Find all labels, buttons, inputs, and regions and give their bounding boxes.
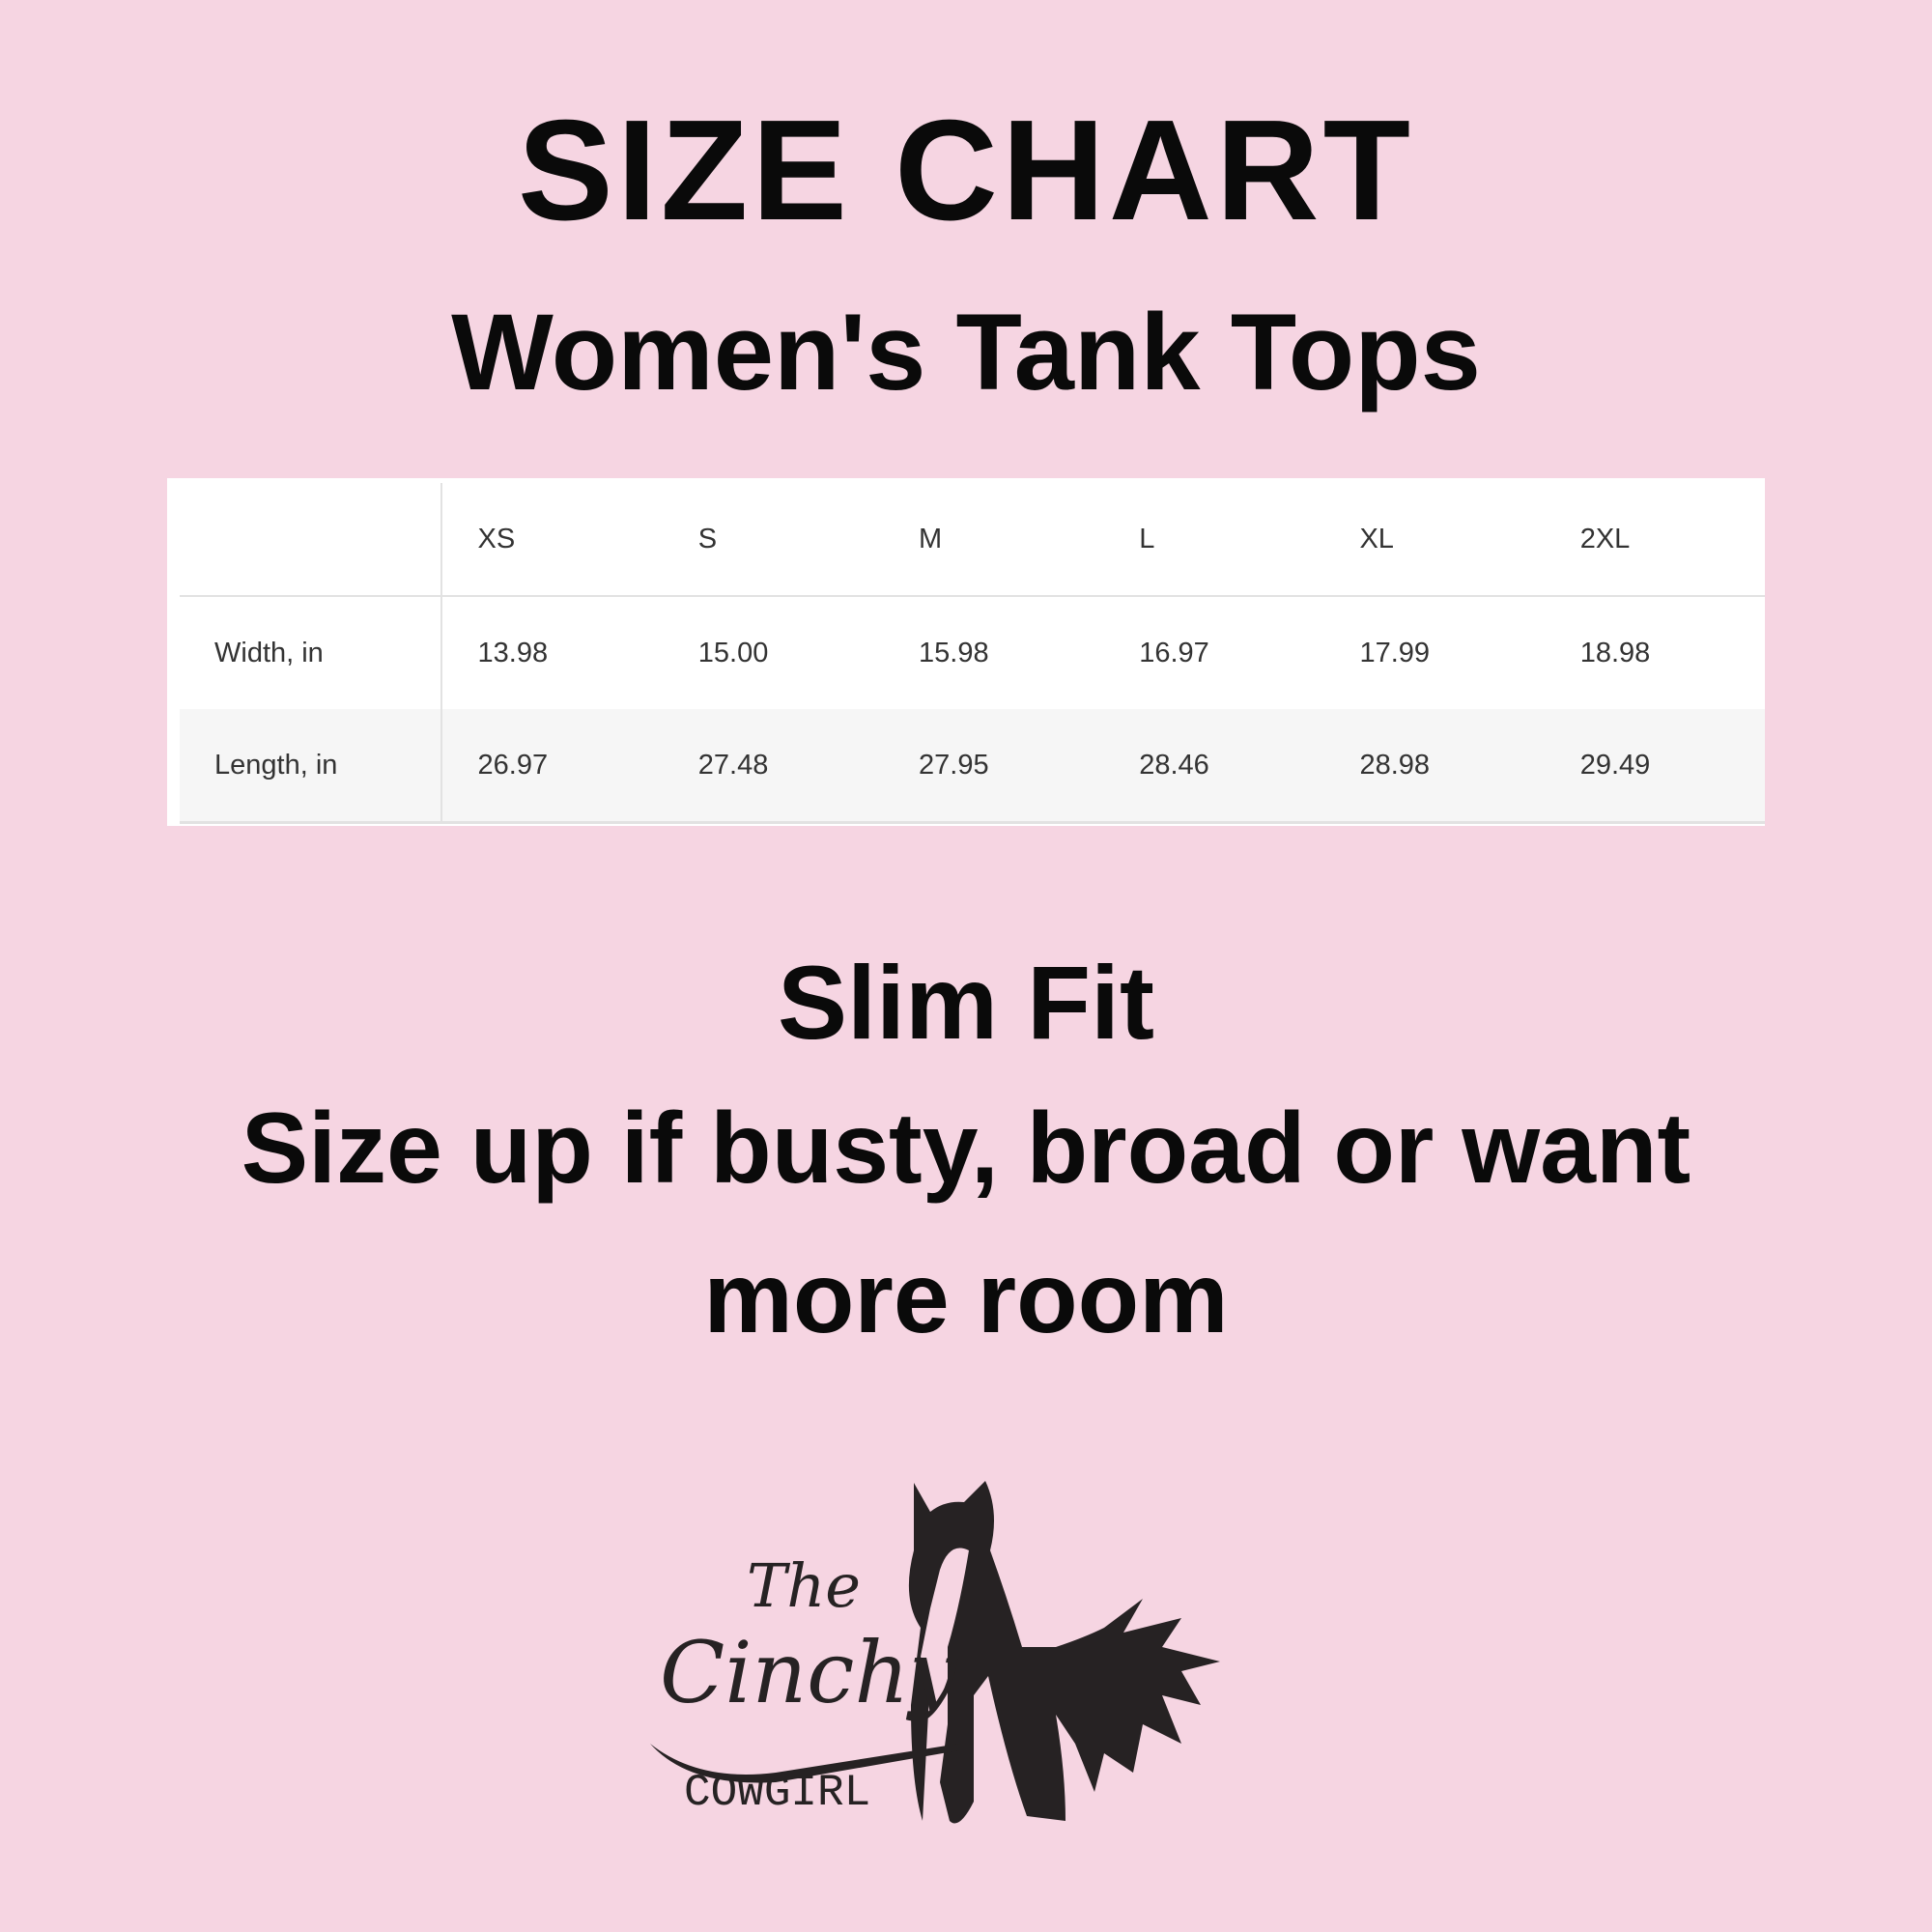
row-label: Width, in xyxy=(180,596,442,709)
table-cell: 27.48 xyxy=(662,709,883,824)
sizing-advice-line-1: Size up if busty, broad or want xyxy=(241,1093,1691,1205)
page-title: SIZE CHART xyxy=(518,91,1414,250)
sizing-advice-line-2: more room xyxy=(703,1242,1229,1354)
size-table-container: XS S M L XL 2XL Width, in 13.98 15.00 15… xyxy=(167,478,1765,826)
logo-text-the: The xyxy=(747,1550,861,1621)
table-cell: 29.49 xyxy=(1544,709,1765,824)
table-header-row: XS S M L XL 2XL xyxy=(180,483,1765,597)
header-cell-xl: XL xyxy=(1323,483,1545,597)
header-cell-m: M xyxy=(883,483,1104,597)
table-cell: 18.98 xyxy=(1579,637,1651,668)
header-cell xyxy=(180,483,442,597)
table-cell: 17.99 xyxy=(1359,637,1431,668)
table-row-length: Length, in 26.97 27.48 27.95 28.46 28.98… xyxy=(180,709,1765,824)
row-label: Length, in xyxy=(180,709,442,824)
horse-head-icon xyxy=(650,1481,1220,1824)
header-cell-l: L xyxy=(1103,483,1324,597)
header-cell-xs: XS xyxy=(440,483,663,597)
table-cell: 13.98 xyxy=(477,637,549,668)
table-cell: 28.98 xyxy=(1323,709,1545,824)
page-subtitle: Women's Tank Tops xyxy=(451,292,1481,412)
fit-note: Slim Fit xyxy=(777,944,1155,1061)
logo-text-cowgirl: COWGIRL xyxy=(684,1768,871,1818)
table-cell: 15.98 xyxy=(919,637,989,668)
header-cell-2xl: 2XL xyxy=(1544,483,1765,597)
table-cell: 16.97 xyxy=(1139,637,1209,668)
logo-text-cinchy: Cinchy xyxy=(660,1623,957,1722)
header-cell-s: S xyxy=(662,483,883,597)
table-cell: 28.46 xyxy=(1103,709,1324,824)
size-table: XS S M L XL 2XL Width, in 13.98 15.00 15… xyxy=(180,483,1765,824)
table-row-width: Width, in 13.98 15.00 15.98 16.97 17.99 … xyxy=(180,596,1765,709)
table-cell: 27.95 xyxy=(883,709,1104,824)
brand-logo: The Cinchy COWGIRL xyxy=(640,1454,1297,1831)
table-cell: 26.97 xyxy=(440,709,663,824)
table-cell: 15.00 xyxy=(697,637,769,668)
